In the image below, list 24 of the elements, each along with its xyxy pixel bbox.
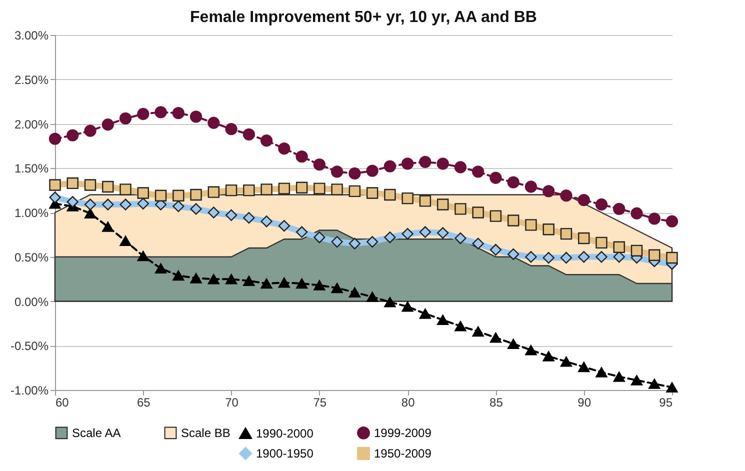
- y-tick-label: 0.50%: [14, 250, 49, 264]
- chart-title: Female Improvement 50+ yr, 10 yr, AA and BB: [190, 9, 537, 26]
- x-tick-label: 75: [313, 396, 327, 410]
- y-tick-label: -1.00%: [10, 384, 49, 398]
- y-tick-label: 2.00%: [14, 117, 49, 132]
- x-tick-label: 80: [401, 396, 416, 410]
- x-tick-label: 65: [136, 396, 151, 410]
- y-tick-label: 2.50%: [14, 72, 49, 87]
- y-tick-label: -0.50%: [10, 339, 49, 354]
- legend-label: 1900-1950: [256, 446, 314, 460]
- legend-label: 1950-2009: [374, 446, 432, 460]
- legend-label: 1999-2009: [374, 426, 432, 440]
- x-tick-label: 60: [56, 396, 70, 410]
- y-tick-label: 1.50%: [14, 162, 49, 176]
- x-tick-label: 85: [490, 396, 504, 410]
- y-tick-label: 3.00%: [14, 28, 49, 42]
- legend-label: Scale BB: [181, 426, 230, 440]
- legend-label: 1990-2000: [256, 426, 314, 440]
- x-tick-label: 90: [578, 396, 592, 410]
- legend-label: Scale AA: [72, 426, 121, 440]
- y-tick-label: 0.00%: [14, 294, 49, 309]
- x-tick-label: 70: [225, 396, 239, 410]
- y-tick-label: 1.00%: [14, 206, 49, 220]
- x-tick-label: 95: [659, 396, 673, 410]
